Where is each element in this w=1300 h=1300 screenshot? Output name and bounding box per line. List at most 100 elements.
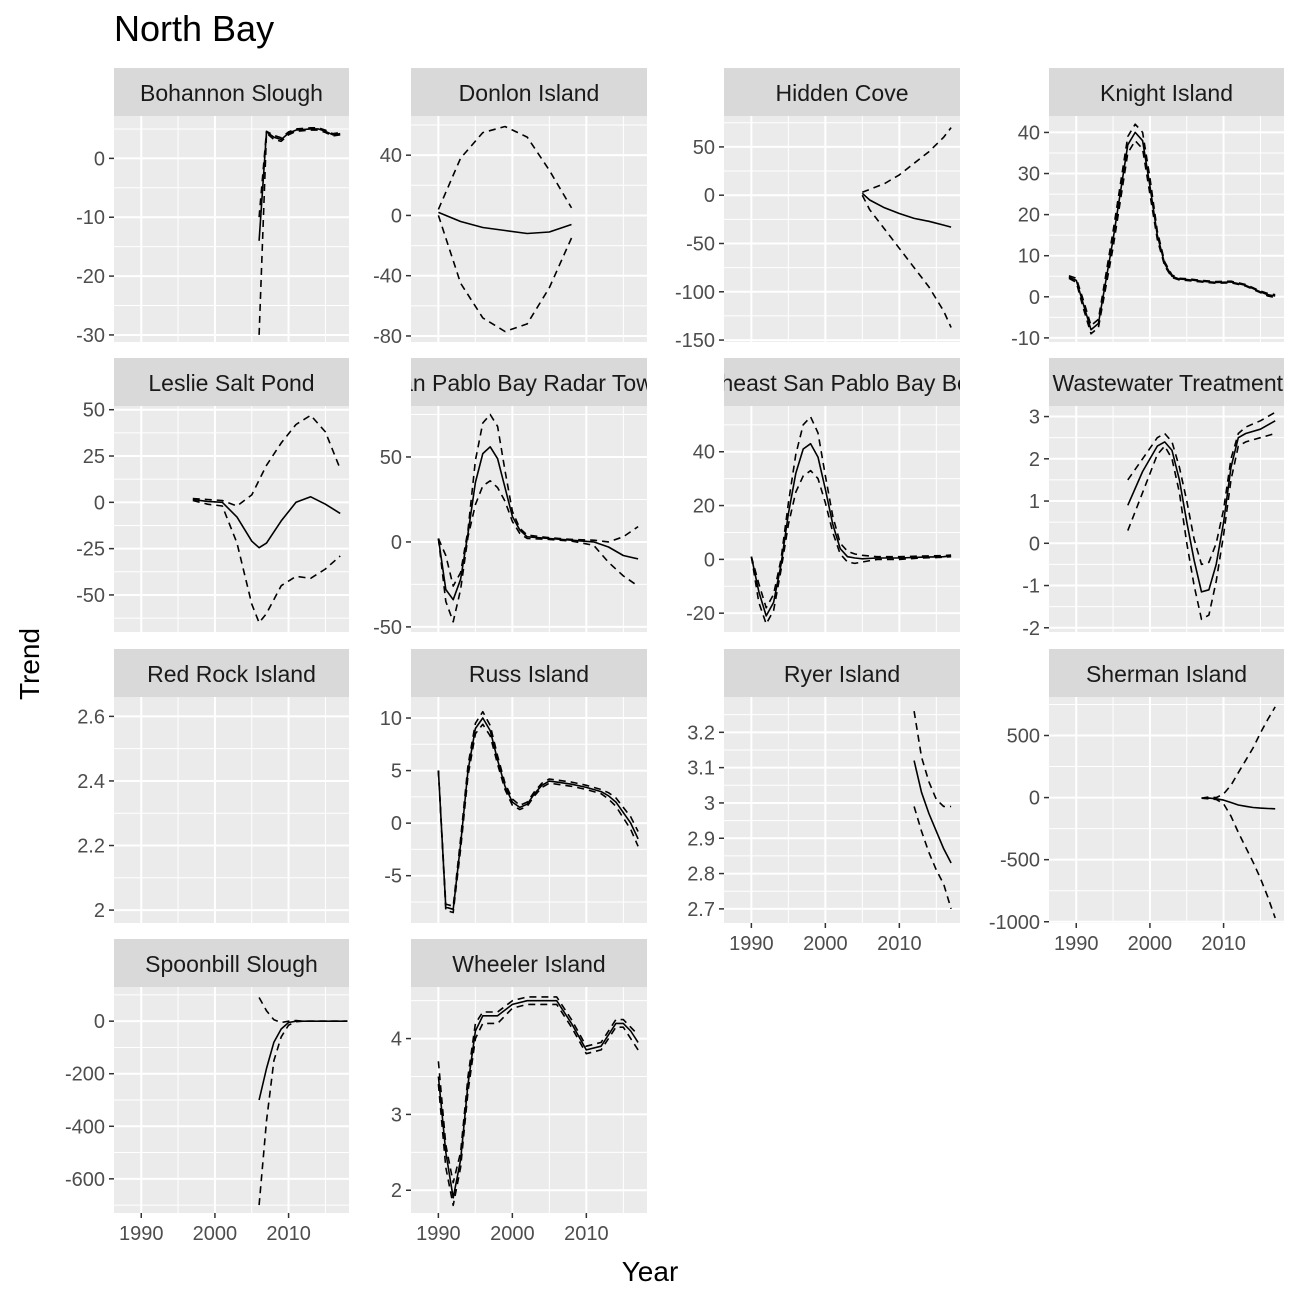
y-tick-label: 3.2	[687, 722, 715, 744]
trend-line	[258, 128, 341, 241]
y-tick-label: 10	[380, 708, 402, 730]
y-tick-label: 2.8	[687, 864, 715, 886]
panel-background	[411, 697, 647, 923]
lower-bound-line	[861, 194, 952, 328]
panel-background	[114, 116, 349, 342]
x-tick-label: 2000	[1128, 933, 1173, 955]
y-tick-label: 0	[94, 492, 105, 514]
y-tick-label: 5	[391, 761, 402, 783]
y-tick-label: 2.4	[77, 771, 105, 793]
facet-strip	[1049, 649, 1284, 697]
y-tick-label: 0	[704, 185, 715, 207]
x-tick-label: 1990	[416, 1223, 461, 1245]
facet-strip	[724, 358, 960, 406]
trend-line	[913, 760, 952, 864]
panel-background	[1049, 116, 1284, 342]
y-tick-label: 3.1	[687, 758, 715, 780]
facet-panel: Northeast San Pablo Bay Beach 40 20 0 -20	[677, 358, 1007, 632]
x-tick-label: 2000	[803, 933, 848, 955]
facet-strip	[411, 358, 647, 406]
y-tick-label: -80	[373, 326, 402, 348]
y-tick-label: 0	[391, 205, 402, 227]
trend-line	[750, 442, 952, 617]
x-tick-label: 2010	[266, 1223, 311, 1245]
y-tick-label: 2	[94, 900, 105, 922]
facet-panel: Red Rock Island 2.6 2.4 2.2 2	[77, 649, 349, 923]
y-tick-label: 0	[391, 532, 402, 554]
y-tick-label: 50	[693, 137, 715, 159]
y-tick-label: 2.7	[687, 899, 715, 921]
y-tick-label: 0	[1029, 788, 1040, 810]
lower-bound-line	[1127, 432, 1276, 621]
y-tick-label: 20	[693, 496, 715, 518]
x-tick-label: 2000	[193, 1223, 238, 1245]
trend-line	[1127, 420, 1276, 593]
x-tick-label: 1990	[119, 1223, 164, 1245]
x-axis-title: Year	[621, 1256, 679, 1287]
facet-strip-label: Hidden Cove	[776, 80, 909, 106]
facet-strip-label: Spoonbill Slough	[145, 951, 318, 977]
y-tick-label: -1	[1022, 576, 1040, 598]
trend-line	[438, 211, 572, 235]
facet-strip-label: Northeast San Pablo Bay Beach	[677, 370, 1007, 396]
y-tick-label: -10	[1011, 328, 1040, 350]
panel-background	[1049, 697, 1284, 923]
trend-line	[437, 445, 639, 601]
x-tick-label: 2010	[564, 1223, 609, 1245]
panel-background	[724, 406, 960, 632]
y-axis-title: Trend	[14, 627, 45, 701]
facet-panel: Sherman Island 500 0 -500 -1000 1990 2000 2010	[989, 649, 1284, 955]
upper-bound-line	[192, 414, 341, 507]
y-tick-label: -150	[675, 330, 715, 352]
facet-strip-label: Napa Wastewater Treatment Plant	[991, 370, 1300, 396]
facet-panel: Bohannon Slough 0 -10 -20 -30	[76, 68, 349, 347]
trend-line	[1068, 131, 1276, 331]
facet-strip	[724, 68, 960, 116]
y-tick-label: 2.2	[77, 836, 105, 858]
facet-strip-label: Leslie Salt Pond	[148, 370, 314, 396]
y-tick-label: 20	[1018, 205, 1040, 227]
facet-strip-label: Ryer Island	[784, 661, 900, 687]
y-tick-label: -25	[76, 539, 105, 561]
lower-bound-line	[437, 215, 573, 333]
y-tick-label: -20	[76, 266, 105, 288]
y-tick-label: 2.9	[687, 828, 715, 850]
y-tick-label: -20	[686, 603, 715, 625]
y-tick-label: 3	[391, 1104, 402, 1126]
facet-strip	[411, 649, 647, 697]
y-tick-label: -10	[76, 207, 105, 229]
facet-panel: Knight Island 40 30 20 10 0 -10	[1011, 68, 1284, 350]
trend-line	[861, 192, 952, 228]
facet-strip-label: Sherman Island	[1086, 661, 1247, 687]
x-tick-label: 1990	[1054, 933, 1099, 955]
x-tick-label: 2000	[490, 1223, 535, 1245]
x-tick-label: 1990	[729, 933, 774, 955]
panel-background	[411, 116, 647, 342]
upper-bound-line	[1068, 123, 1276, 327]
facet-panel: Hidden Cove 50 0 -50 -100 -150	[675, 68, 960, 352]
lower-bound-line	[750, 469, 952, 625]
trend-line	[437, 717, 639, 911]
y-tick-label: 40	[380, 145, 402, 167]
facet-strip	[411, 939, 647, 987]
lower-bound-line	[913, 806, 952, 910]
trend-line	[1201, 797, 1276, 810]
y-tick-label: -500	[1000, 850, 1040, 872]
facet-strip	[114, 68, 349, 116]
y-tick-label: 0	[1029, 533, 1040, 555]
y-tick-label: 50	[83, 400, 105, 422]
upper-bound-line	[750, 415, 952, 609]
facet-panel: Russ Island 10 5 0 -5	[380, 649, 647, 923]
upper-bound-line	[437, 413, 639, 587]
y-tick-label: -1000	[989, 912, 1040, 934]
y-tick-label: -200	[65, 1064, 105, 1086]
y-tick-label: 2	[1029, 449, 1040, 471]
panel-background	[1049, 406, 1284, 632]
x-tick-label: 2010	[877, 933, 922, 955]
y-tick-label: 30	[1018, 164, 1040, 186]
upper-bound-line	[1127, 411, 1276, 566]
y-tick-label: -400	[65, 1116, 105, 1138]
y-tick-label: -100	[675, 282, 715, 304]
panel-background	[411, 987, 647, 1213]
